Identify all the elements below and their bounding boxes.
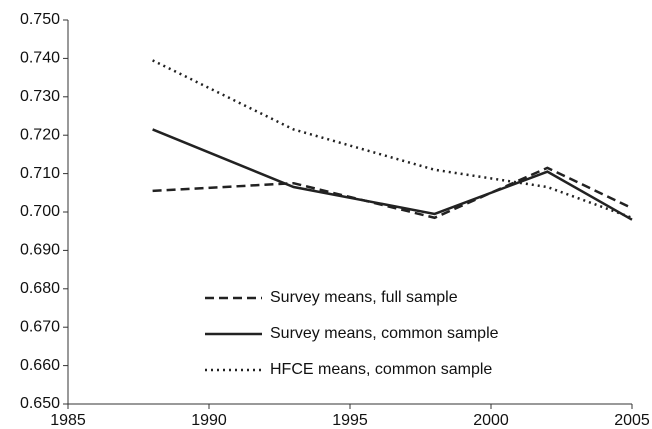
- x-tick-label: 1990: [191, 412, 227, 429]
- x-tick-label: 1985: [50, 412, 86, 429]
- series-line: [152, 166, 633, 220]
- y-tick-label: 0.730: [20, 88, 60, 105]
- legend-label: Survey means, common sample: [270, 325, 499, 342]
- y-tick-label: 0.680: [20, 280, 60, 297]
- y-tick-label: 0.720: [20, 126, 60, 143]
- series-line: [152, 128, 633, 221]
- y-tick-label: 0.670: [20, 318, 60, 335]
- y-tick-label: 0.650: [20, 395, 60, 412]
- x-tick-label: 2000: [473, 412, 509, 429]
- y-tick-label: 0.700: [20, 203, 60, 220]
- legend-label: Survey means, full sample: [270, 289, 458, 306]
- y-tick-label: 0.660: [20, 357, 60, 374]
- y-tick-label: 0.750: [20, 11, 60, 28]
- legend-label: HFCE means, common sample: [270, 361, 492, 378]
- x-tick-label: 1995: [332, 412, 368, 429]
- y-tick-label: 0.690: [20, 242, 60, 259]
- y-tick-label: 0.740: [20, 50, 60, 67]
- y-tick-label: 0.710: [20, 165, 60, 182]
- series-line: [152, 59, 633, 219]
- x-tick-label: 2005: [614, 412, 650, 429]
